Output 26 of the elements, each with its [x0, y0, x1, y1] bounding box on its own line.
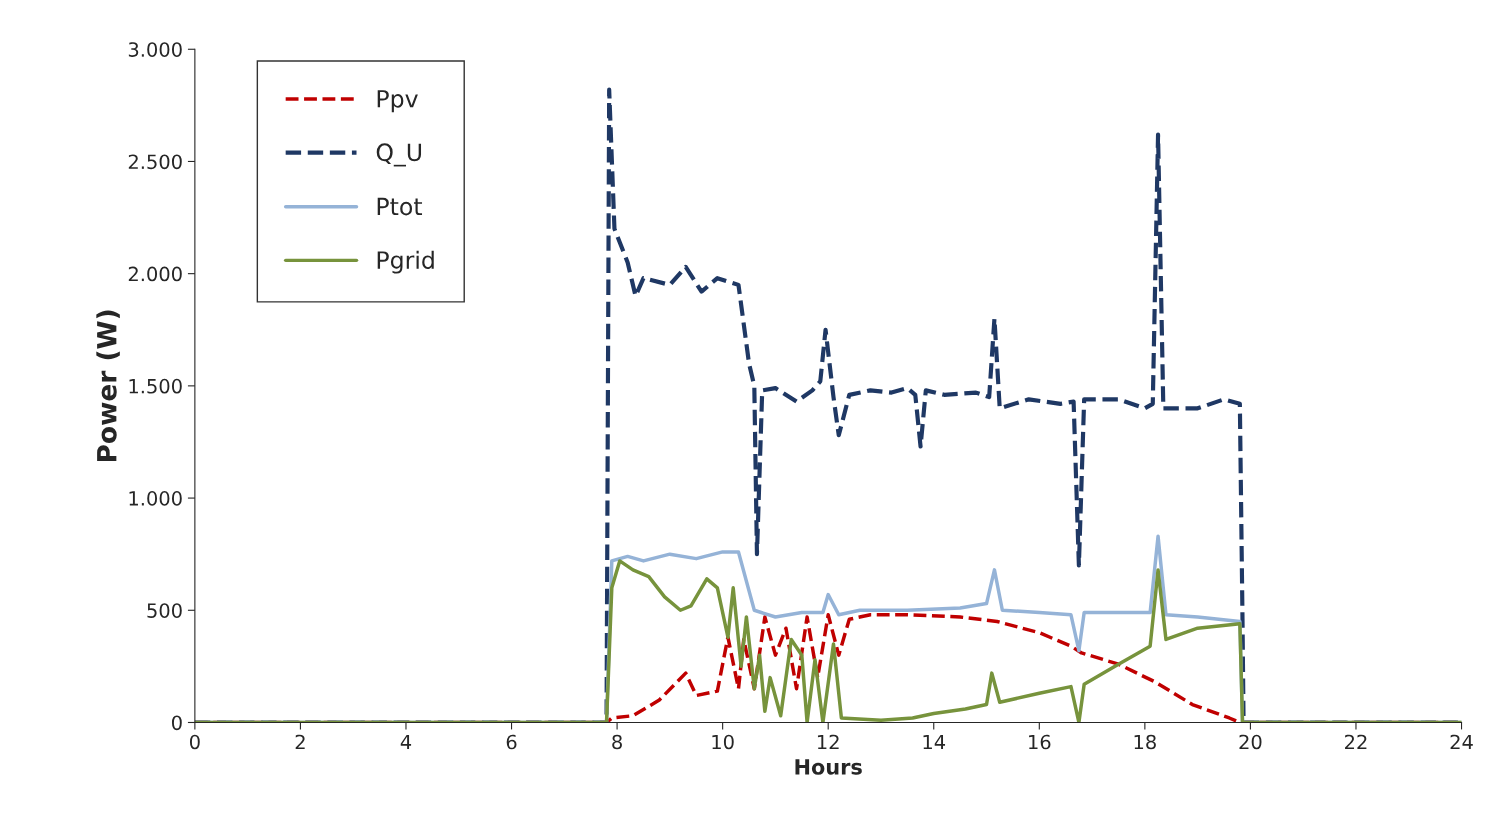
x-axis-title: Hours: [795, 759, 862, 775]
x-tick-label: 14: [923, 734, 946, 750]
x-tick-label: 24: [1450, 734, 1473, 750]
x-tick-label: 6: [506, 734, 517, 750]
x-tick-label: 18: [1134, 734, 1156, 750]
legend-label: Pgrid: [377, 250, 434, 274]
legend-label: Q_U: [376, 143, 422, 167]
y-tick-label: 1.500: [129, 378, 182, 394]
x-tick-label: 20: [1239, 734, 1262, 750]
y-tick-label: 2.000: [128, 266, 182, 282]
x-tick-label: 16: [1029, 734, 1051, 750]
x-tick-label: 2: [295, 734, 305, 750]
x-tick-label: 22: [1345, 734, 1367, 750]
x-tick-label: 8: [612, 734, 622, 750]
y-tick-label: 3.000: [128, 42, 182, 57]
x-tick-label: 10: [712, 734, 734, 750]
legend-label: Ptot: [377, 197, 423, 216]
y-tick-label: 2.500: [128, 154, 182, 170]
x-tick-label: 4: [400, 734, 412, 750]
y-tick-label: 1.000: [129, 491, 182, 506]
legend-label: Ppv: [377, 90, 418, 113]
x-tick-label: 12: [817, 734, 839, 750]
y-tick-label: 0: [171, 715, 182, 731]
y-axis-title: Power (W): [96, 310, 120, 462]
x-tick-label: 0: [189, 734, 200, 750]
y-tick-label: 500: [147, 603, 182, 618]
